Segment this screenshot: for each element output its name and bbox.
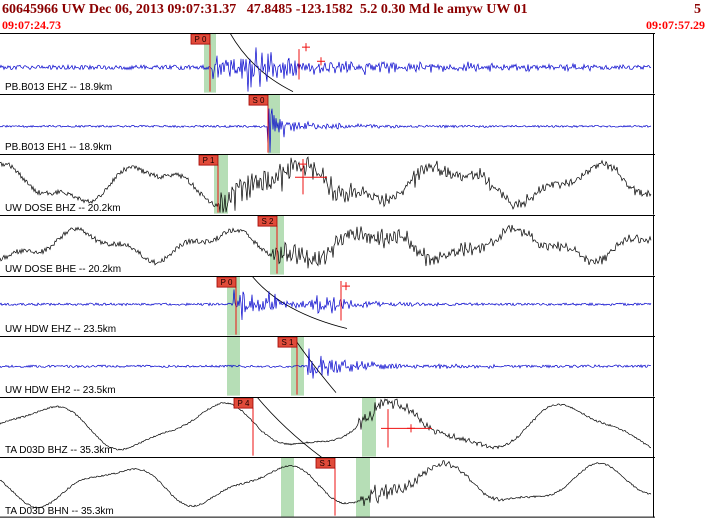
- window-start-time: 09:07:24.73: [2, 18, 61, 32]
- trace-panel-ta-d03d-bhn[interactable]: S 1 TA D03D BHN -- 35.3km: [0, 457, 707, 518]
- trace-waveform: [0, 224, 652, 269]
- pick-flag[interactable]: [190, 33, 211, 45]
- pick-flag-label: P 4: [238, 399, 250, 408]
- pick-window[interactable]: [227, 276, 240, 336]
- trace-waveform: [0, 288, 652, 320]
- time-range-bar: 09:07:24.73 09:07:57.29: [0, 18, 707, 33]
- trace-waveform: [0, 47, 652, 92]
- trace-label: TA D03D BHZ -- 35.3km: [5, 445, 113, 457]
- trace-label: PB.B013 EH1 -- 18.9km: [5, 142, 112, 154]
- pick-flag-label: P 0: [195, 35, 207, 44]
- pick-window[interactable]: [356, 458, 370, 517]
- waveform-plot[interactable]: P 1: [0, 154, 655, 215]
- trace-panel-uw-hdw-ehz[interactable]: P 0 UW HDW EHZ -- 23.5km: [0, 275, 707, 337]
- pick-flag-label: S 0: [253, 96, 266, 105]
- trace-label: TA D03D BHN -- 35.3km: [5, 506, 114, 517]
- trace-label: UW HDW EHZ -- 23.5km: [5, 324, 117, 336]
- waveform-plot[interactable]: S 1: [0, 336, 655, 397]
- waveform-plot[interactable]: P 0: [0, 33, 655, 94]
- trace-waveform: [0, 108, 652, 153]
- trace-panels: P 0 PB.B013 EHZ -- 18.9km S 0 PB.B013 EH…: [0, 33, 707, 518]
- pick-flag[interactable]: [257, 215, 278, 227]
- trace-panel-uw-dose-bhz[interactable]: P 1 UW DOSE BHZ -- 20.2km: [0, 154, 707, 215]
- pick-flag[interactable]: [198, 154, 219, 166]
- pick-flag-label: S 2: [262, 217, 275, 226]
- pick-window[interactable]: [268, 94, 280, 154]
- trace-panel-uw-hdw-eh2[interactable]: S 1 UW HDW EH2 -- 23.5km: [0, 336, 707, 397]
- event-header: 60645966 UW Dec 06, 2013 09:07:31.37 47.…: [0, 0, 707, 18]
- trace-label: PB.B013 EHZ -- 18.9km: [5, 81, 113, 93]
- pick-flag-label: P 1: [203, 156, 215, 165]
- trace-waveform: [0, 348, 652, 379]
- trace-label: UW HDW EH2 -- 23.5km: [5, 384, 116, 396]
- waveform-plot[interactable]: P 4: [0, 396, 655, 458]
- trace-panel-pb-b013-ehz[interactable]: P 0 PB.B013 EHZ -- 18.9km: [0, 33, 707, 94]
- pick-flag-label: S 1: [320, 459, 333, 468]
- pick-window[interactable]: [362, 397, 376, 457]
- trace-waveform: [0, 460, 652, 509]
- trace-panel-pb-b013-eh1[interactable]: S 0 PB.B013 EH1 -- 18.9km: [0, 93, 707, 155]
- pick-flag-label: P 0: [221, 278, 233, 287]
- waveform-plot[interactable]: S 0: [0, 93, 655, 155]
- waveform-plot[interactable]: S 2: [0, 214, 655, 276]
- traveltime-curve: [293, 337, 337, 393]
- trace-label: UW DOSE BHE -- 20.2km: [5, 263, 122, 275]
- pick-window[interactable]: [281, 458, 294, 517]
- trace-label: UW DOSE BHZ -- 20.2km: [5, 202, 121, 214]
- trace-panel-ta-d03d-bhz[interactable]: P 4 TA D03D BHZ -- 35.3km: [0, 396, 707, 458]
- traveltime-curve: [251, 275, 348, 329]
- trace-panel-uw-dose-bhe[interactable]: S 2 UW DOSE BHE -- 20.2km: [0, 214, 707, 276]
- event-summary: 60645966 UW Dec 06, 2013 09:07:31.37 47.…: [2, 2, 528, 17]
- pick-flag-label: S 1: [282, 338, 295, 347]
- traveltime-curve: [256, 396, 323, 458]
- header-right-value: 5: [694, 2, 701, 17]
- waveform-plot[interactable]: P 0: [0, 275, 655, 337]
- trace-waveform: [0, 397, 652, 451]
- window-end-time: 09:07:57.29: [646, 18, 705, 32]
- pick-window[interactable]: [227, 337, 240, 396]
- trace-waveform: [0, 156, 652, 213]
- waveform-plot[interactable]: S 1: [0, 457, 655, 518]
